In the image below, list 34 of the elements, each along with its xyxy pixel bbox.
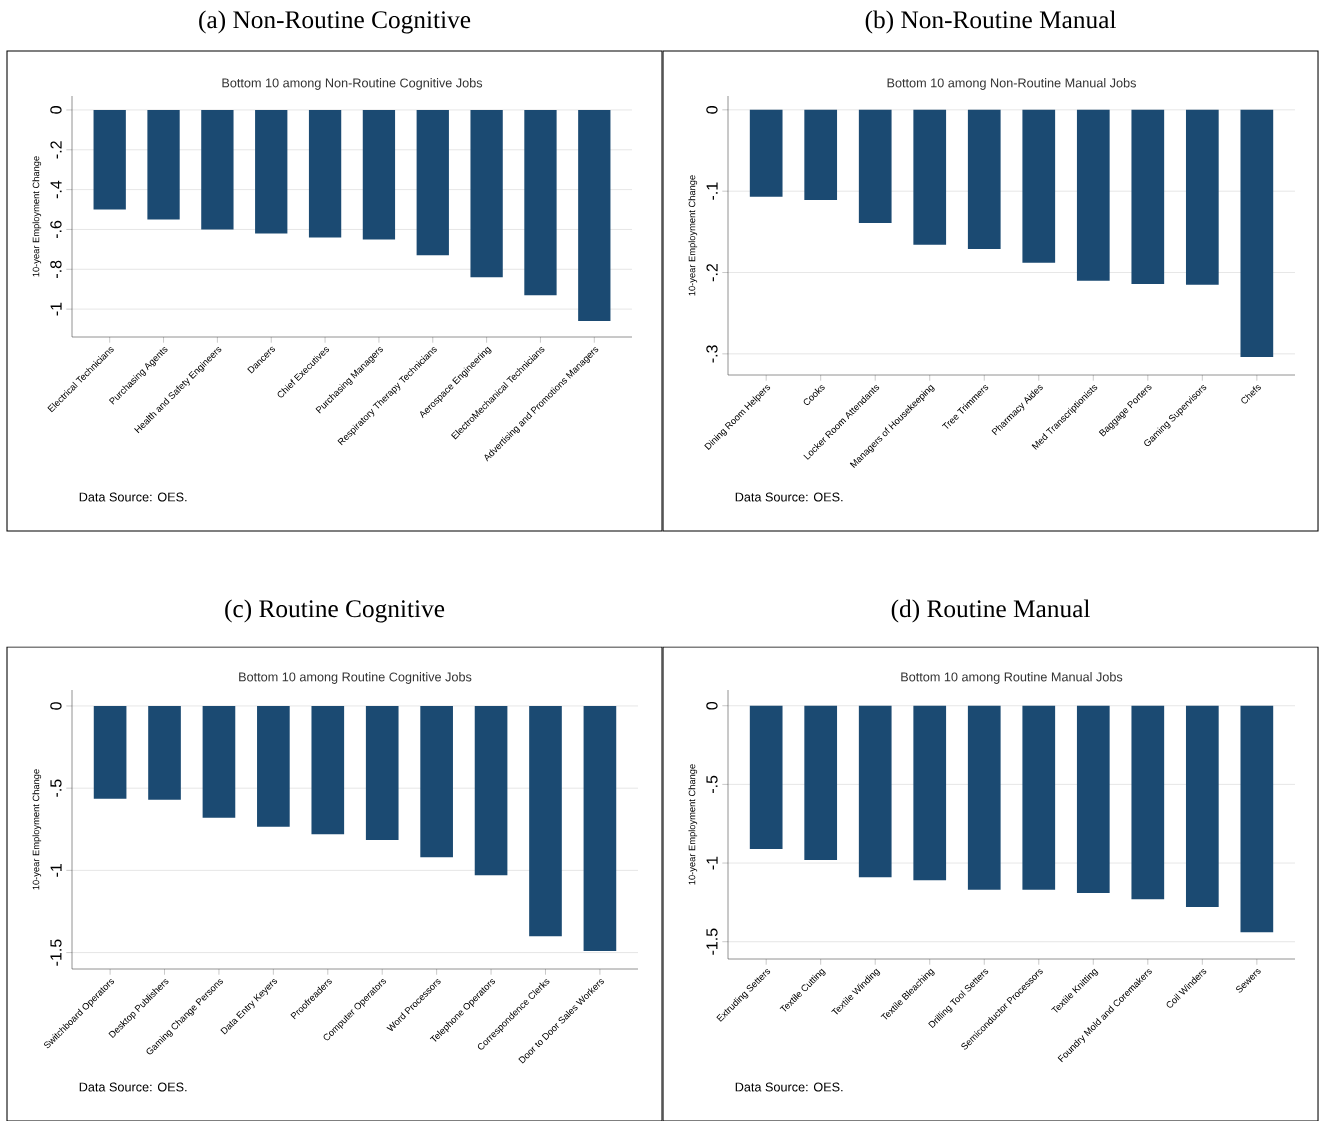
chart-title: (c) Routine Cognitive	[225, 599, 445, 623]
chart-subtitle: Bottom 10 among Non-Routine Cognitive Jobs	[222, 78, 483, 90]
y-tick-label: -.4	[50, 180, 62, 199]
chart-subtitle: Bottom 10 among Non-Routine Manual Jobs	[887, 78, 1136, 90]
y-tick-label: -.8	[50, 260, 62, 278]
source-note: Data Source: OES.	[735, 492, 843, 502]
source-note: Data Source: OES.	[79, 1082, 187, 1092]
y-axis-title: 10-year Employment Change	[688, 175, 698, 296]
y-tick-label: -.2	[706, 263, 718, 282]
source-note: Data Source: OES.	[735, 1082, 843, 1092]
y-tick-label: 0	[50, 702, 62, 710]
chart-subtitle: Bottom 10 among Routine Cognitive Jobs	[239, 672, 472, 684]
y-tick-label: -1	[706, 856, 718, 870]
chart-title: (d) Routine Manual	[891, 599, 1090, 623]
source-note: Data Source: OES.	[79, 492, 187, 502]
y-axis-title: 10-year Employment Change	[32, 156, 42, 277]
y-tick-label: -1.5	[50, 939, 62, 966]
y-tick-label: 0	[50, 106, 62, 114]
y-tick-label: -1	[50, 864, 62, 877]
chart-subtitle: Bottom 10 among Routine Manual Jobs	[901, 672, 1123, 684]
y-tick-label: -.2	[50, 141, 62, 159]
chart-title: (a) Non-Routine Cognitive	[199, 10, 471, 34]
y-tick-label: -1	[50, 302, 62, 316]
y-tick-label: 0	[706, 701, 718, 710]
y-axis-title: 10-year Employment Change	[688, 764, 698, 885]
y-tick-label: -.1	[706, 182, 718, 200]
y-tick-label: 0	[706, 106, 718, 114]
chart-title: (b) Non-Routine Manual	[865, 10, 1116, 34]
y-tick-label: -1.5	[706, 928, 718, 955]
y-tick-label: -.3	[706, 345, 718, 363]
y-tick-label: -.6	[50, 220, 62, 239]
y-tick-label: -.5	[50, 779, 62, 797]
y-tick-label: -.5	[706, 775, 718, 794]
y-axis-title: 10-year Employment Change	[32, 769, 42, 890]
